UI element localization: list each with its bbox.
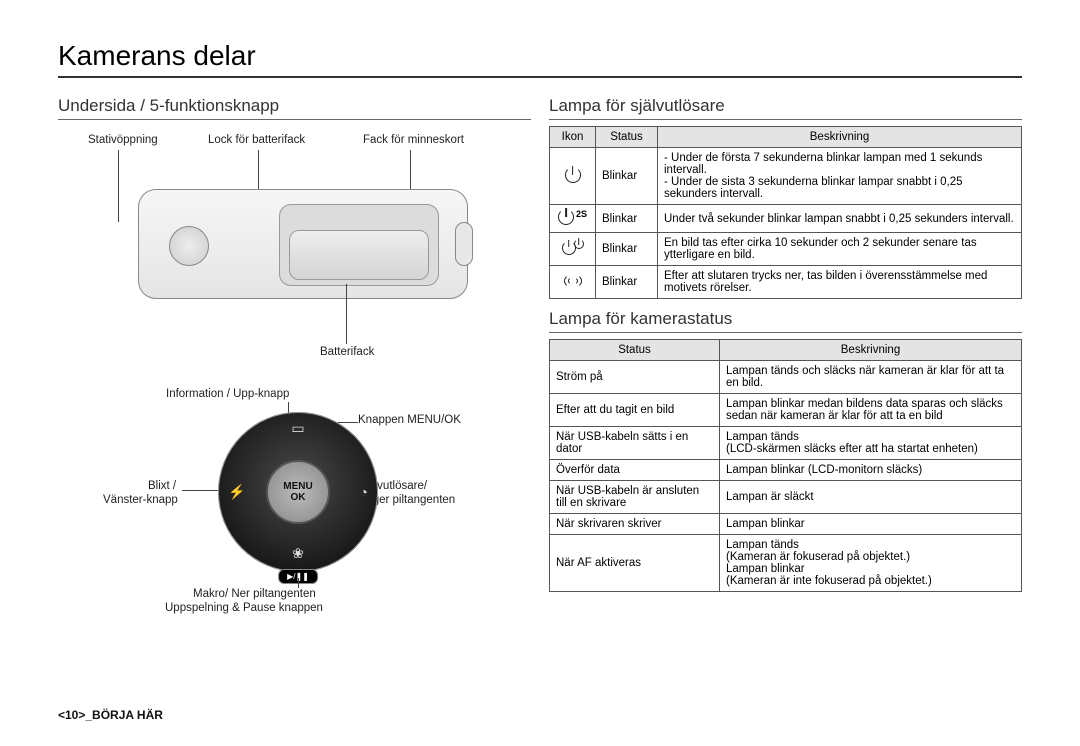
table-row: Blinkar - Under de första 7 sekunderna b…	[550, 148, 1022, 205]
status-cell-3-0: Överför data	[550, 460, 720, 481]
timer-desc-1: Under två sekunder blinkar lampan snabbt…	[658, 205, 1022, 233]
label-flash-1: Blixt /	[148, 480, 176, 492]
label-mem-slot: Fack för minneskort	[363, 134, 464, 146]
timer-icon-motion	[550, 266, 596, 299]
table-row: Blinkar Efter att slutaren trycks ner, t…	[550, 266, 1022, 299]
dial-center-ok: OK	[291, 492, 306, 503]
label-tripod: Stativöppning	[88, 134, 158, 146]
timer-status-1: Blinkar	[596, 205, 658, 233]
macro-icon: ❀	[292, 545, 304, 562]
label-batt-lock: Lock för batterifack	[208, 134, 305, 146]
status-cell-2-1: Lampan tänds (LCD-skärmen släcks efter a…	[720, 427, 1022, 460]
timer-th-status: Status	[596, 127, 658, 148]
table-row: Efter att du tagit en bild Lampan blinka…	[550, 394, 1022, 427]
label-info-up: Information / Upp-knapp	[166, 388, 289, 400]
status-cell-4-1: Lampan är släckt	[720, 481, 1022, 514]
info-icon: ▭	[291, 420, 304, 437]
camera-status-table: Status Beskrivning Ström på Lampan tänds…	[549, 339, 1022, 592]
label-macro-down: Makro/ Ner piltangenten	[193, 588, 316, 600]
table-row: När AF aktiveras Lampan tänds (Kameran ä…	[550, 535, 1022, 592]
label-batt-comp: Batterifack	[320, 346, 374, 358]
table-row: Blinkar En bild tas efter cirka 10 sekun…	[550, 233, 1022, 266]
camera-bottom-diagram: Stativöppning Lock för batterifack Fack …	[58, 134, 531, 372]
left-column: Undersida / 5-funktionsknapp Stativöppni…	[58, 96, 531, 612]
status-th-status: Status	[550, 340, 720, 361]
section-status-title: Lampa för kamerastatus	[549, 309, 1022, 333]
status-cell-2-0: När USB-kabeln sätts i en dator	[550, 427, 720, 460]
timer-icon-10s	[550, 148, 596, 205]
dial-center-button: MENU OK	[266, 460, 330, 524]
timer-status-3: Blinkar	[596, 266, 658, 299]
status-cell-3-1: Lampan blinkar (LCD-monitorn släcks)	[720, 460, 1022, 481]
control-dial-diagram: Information / Upp-knapp Knappen MENU/OK …	[58, 382, 531, 612]
status-th-desc: Beskrivning	[720, 340, 1022, 361]
section-undersida-title: Undersida / 5-funktionsknapp	[58, 96, 531, 120]
table-row: När USB-kabeln sätts i en dator Lampan t…	[550, 427, 1022, 460]
status-cell-0-0: Ström på	[550, 361, 720, 394]
timer-status-2: Blinkar	[596, 233, 658, 266]
timer-lamp-table: Ikon Status Beskrivning Blinkar - Under …	[549, 126, 1022, 299]
page-footer: <10>_BÖRJA HÄR	[58, 708, 163, 722]
timer-th-ikon: Ikon	[550, 127, 596, 148]
timer-icon-double	[550, 233, 596, 266]
status-cell-6-1: Lampan tänds (Kameran är fokuserad på ob…	[720, 535, 1022, 592]
timer-desc-3: Efter att slutaren trycks ner, tas bilde…	[658, 266, 1022, 299]
timer-desc-2: En bild tas efter cirka 10 sekunder och …	[658, 233, 1022, 266]
page-title: Kamerans delar	[58, 40, 1022, 78]
status-cell-4-0: När USB-kabeln är ansluten till en skriv…	[550, 481, 720, 514]
label-menu-ok: Knappen MENU/OK	[358, 414, 461, 426]
table-row: När skrivaren skriver Lampan blinkar	[550, 514, 1022, 535]
status-cell-1-0: Efter att du tagit en bild	[550, 394, 720, 427]
dial-outer: ▭ ⚡ ◔ ❀ MENU OK ▶/❚❚	[218, 412, 378, 572]
table-row: 2S Blinkar Under två sekunder blinkar la…	[550, 205, 1022, 233]
status-cell-1-1: Lampan blinkar medan bildens data sparas…	[720, 394, 1022, 427]
status-cell-5-1: Lampan blinkar	[720, 514, 1022, 535]
status-cell-0-1: Lampan tänds och släcks när kameran är k…	[720, 361, 1022, 394]
timer-desc-0: - Under de första 7 sekunderna blinkar l…	[658, 148, 1022, 205]
right-column: Lampa för självutlösare Ikon Status Besk…	[549, 96, 1022, 612]
camera-body-illustration	[138, 189, 468, 299]
timer-icon: ◔	[360, 484, 368, 500]
table-row: När USB-kabeln är ansluten till en skriv…	[550, 481, 1022, 514]
status-cell-5-0: När skrivaren skriver	[550, 514, 720, 535]
timer-icon-2s: 2S	[550, 205, 596, 233]
flash-icon: ⚡	[228, 484, 245, 501]
dial-center-menu: MENU	[283, 481, 312, 492]
section-timer-title: Lampa för självutlösare	[549, 96, 1022, 120]
timer-th-desc: Beskrivning	[658, 127, 1022, 148]
status-cell-6-0: När AF aktiveras	[550, 535, 720, 592]
table-row: Ström på Lampan tänds och släcks när kam…	[550, 361, 1022, 394]
label-flash-2: Vänster-knapp	[103, 494, 178, 506]
label-play-pause: Uppspelning & Pause knappen	[165, 602, 323, 614]
timer-status-0: Blinkar	[596, 148, 658, 205]
table-row: Överför data Lampan blinkar (LCD-monitor…	[550, 460, 1022, 481]
